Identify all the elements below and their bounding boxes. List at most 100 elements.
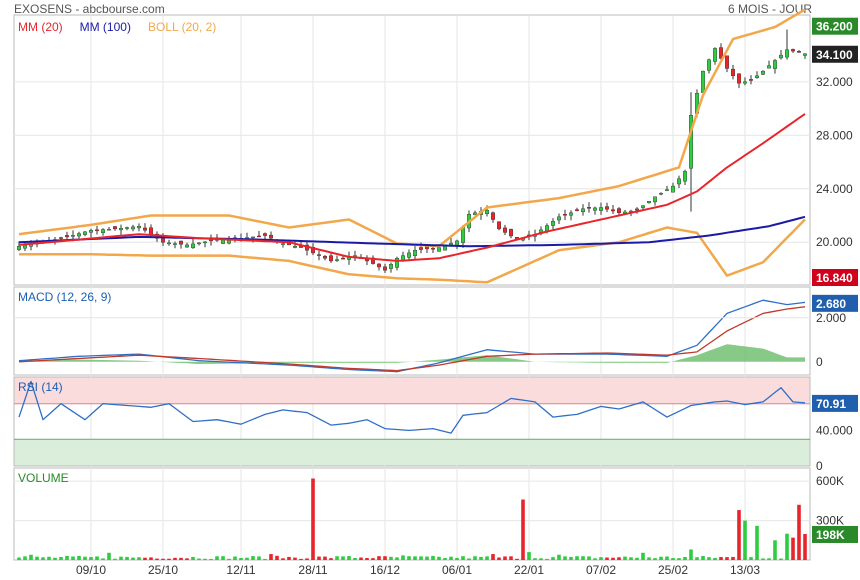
volume-bar xyxy=(59,557,63,560)
volume-bar xyxy=(395,557,399,560)
volume-bar xyxy=(275,555,279,560)
candle-body xyxy=(59,237,64,239)
candle-body xyxy=(803,53,808,56)
candle-body xyxy=(497,221,502,230)
volume-bar xyxy=(125,556,129,560)
macd-histogram xyxy=(19,344,805,364)
price-tick-label: 32.000 xyxy=(816,75,853,89)
candle-body xyxy=(190,243,195,248)
volume-bar xyxy=(773,540,777,560)
volume-bar xyxy=(635,557,639,560)
rsi-tick-label: 0 xyxy=(816,459,823,473)
rsi-title: RSI (14) xyxy=(18,380,63,394)
candle-body xyxy=(581,208,586,213)
candle-body xyxy=(142,227,147,231)
volume-bar xyxy=(419,556,423,560)
candle-body xyxy=(124,227,129,229)
macd-title: MACD (12, 26, 9) xyxy=(18,290,111,304)
candle-body xyxy=(599,207,604,211)
volume-bar xyxy=(113,558,117,560)
candle-body xyxy=(737,73,742,84)
candle-body xyxy=(263,233,268,236)
volume-bar xyxy=(653,558,657,560)
volume-bar xyxy=(509,556,513,560)
rsi-line xyxy=(18,380,806,434)
volume-bar xyxy=(515,558,519,560)
volume-bar xyxy=(683,557,687,560)
period-label[interactable]: 6 MOIS - JOUR xyxy=(727,2,812,16)
candle-body xyxy=(797,51,802,53)
candle-body xyxy=(647,201,652,204)
volume-bar xyxy=(671,558,675,560)
volume-bar xyxy=(167,558,171,560)
volume-bar xyxy=(335,556,339,560)
volume-bar xyxy=(239,557,243,560)
rsi-oversold-zone xyxy=(14,439,810,466)
price-badge-last-label: 34.100 xyxy=(816,48,853,62)
volume-bar xyxy=(191,556,195,560)
candle-body xyxy=(220,239,225,244)
price-tick-label: 20.000 xyxy=(816,235,853,249)
candle-body xyxy=(701,70,706,93)
volume-bar xyxy=(83,556,87,560)
volume-bar xyxy=(539,558,543,560)
volume-bar xyxy=(245,557,249,560)
volume-bar xyxy=(251,556,255,560)
candle-body xyxy=(196,242,201,245)
volume-bar xyxy=(617,557,621,560)
candle-body xyxy=(130,226,135,230)
volume-bar xyxy=(47,556,51,560)
volume-bar xyxy=(179,557,183,560)
volume-bar xyxy=(35,556,39,560)
rsi-tick-label: 40.000 xyxy=(816,423,853,437)
volume-bar xyxy=(491,554,495,560)
x-tick-label: 12/11 xyxy=(226,563,255,577)
candle-body xyxy=(689,115,694,169)
vol-tick-label: 600K xyxy=(816,474,844,488)
candle-body xyxy=(641,205,646,208)
volume-bar xyxy=(425,556,429,560)
volume-bar xyxy=(563,556,567,560)
volume-bar xyxy=(377,556,381,560)
volume-bar xyxy=(641,552,645,560)
volume-badge-label: 198K xyxy=(816,528,845,542)
volume-bar xyxy=(527,552,531,560)
price-badge-low xyxy=(812,269,858,286)
rsi-badge xyxy=(812,394,858,412)
pane-frame-rsi xyxy=(13,376,811,467)
candle-body xyxy=(70,235,75,237)
volume-bar xyxy=(479,556,483,560)
candle-body xyxy=(551,220,556,226)
volume-bar xyxy=(755,525,759,560)
pane-frame-macd xyxy=(13,286,811,376)
candle-body xyxy=(166,242,171,245)
boll-upper-line xyxy=(18,8,806,248)
x-tick-label: 28/11 xyxy=(298,563,327,577)
volume-bar xyxy=(689,549,693,560)
volume-bar xyxy=(143,557,147,560)
macd-tick-label: 0 xyxy=(816,355,823,369)
volume-title: VOLUME xyxy=(18,471,69,485)
candle-body xyxy=(635,208,640,211)
volume-bar xyxy=(221,556,225,560)
candle-body xyxy=(100,229,105,234)
volume-bar xyxy=(41,557,45,560)
volume-bar xyxy=(599,557,603,560)
volume-bar xyxy=(185,558,189,560)
volume-bar xyxy=(677,558,681,560)
candle-body xyxy=(257,235,262,238)
candle-body xyxy=(725,55,730,69)
candle-body xyxy=(473,212,478,216)
volume-bar xyxy=(77,555,81,560)
volume-bar xyxy=(227,558,231,560)
candle-body xyxy=(791,49,796,52)
volume-bar xyxy=(725,557,729,560)
volume-bar xyxy=(713,557,717,560)
candle-body xyxy=(269,234,274,239)
candle-body xyxy=(437,247,442,252)
volume-bar xyxy=(581,556,585,560)
volume-bar xyxy=(473,556,477,560)
x-tick-label: 06/01 xyxy=(442,563,472,577)
volume-bar xyxy=(323,556,327,560)
candle-body xyxy=(419,247,424,250)
